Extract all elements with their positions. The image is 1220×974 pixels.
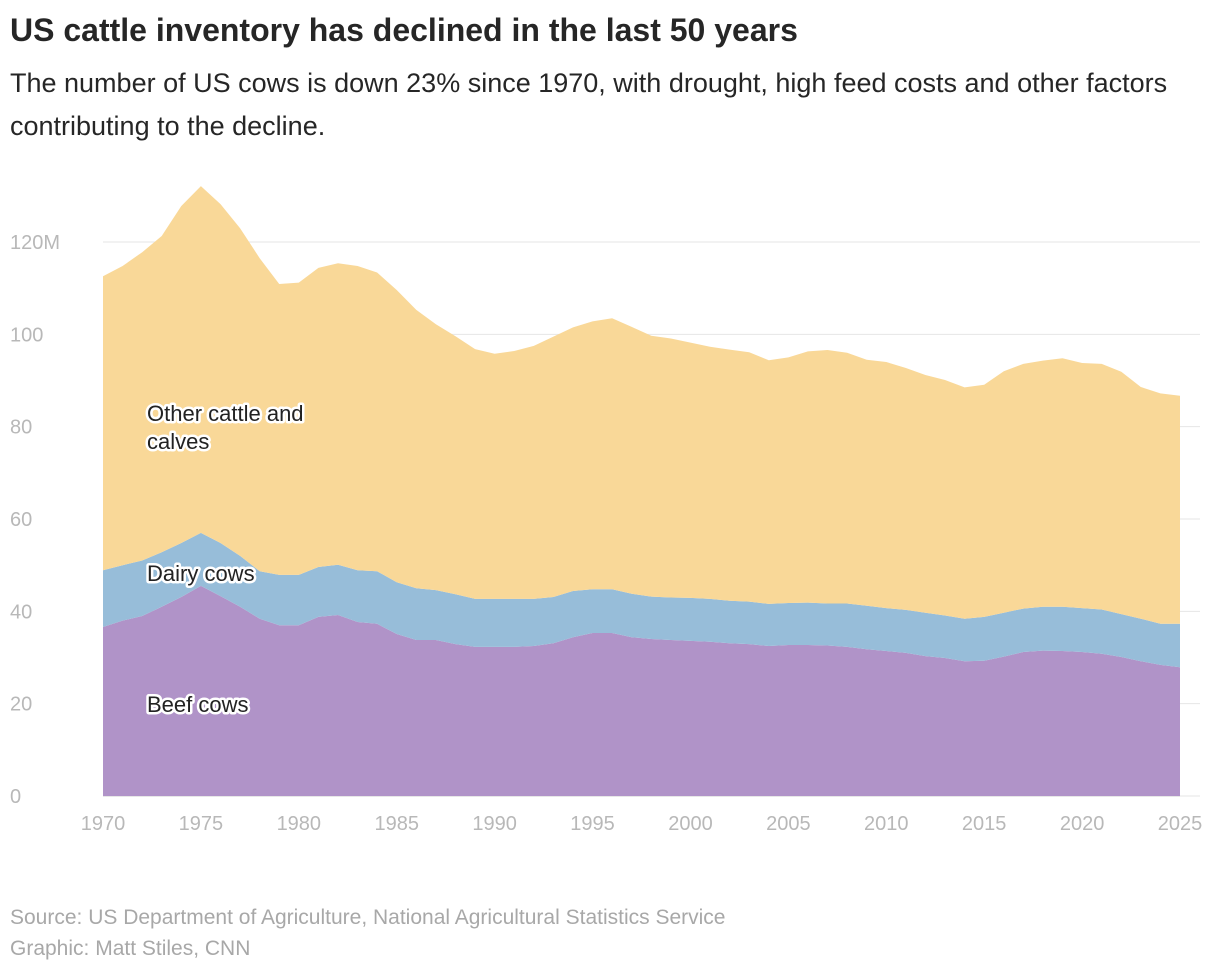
source-note: Source: US Department of Agriculture, Na… xyxy=(10,902,725,964)
credit-text: Graphic: Matt Stiles, CNN xyxy=(10,937,251,960)
label-beef: Beef cows xyxy=(147,692,249,717)
y-tick-label: 80 xyxy=(10,417,32,439)
chart-subtitle: The number of US cows is down 23% since … xyxy=(10,68,1168,141)
area-other-cattle-and-calves xyxy=(103,186,1180,624)
x-tick-label: 1985 xyxy=(374,813,419,835)
area-dairy-cows xyxy=(103,532,1180,668)
x-tick-label: 1995 xyxy=(570,813,615,835)
label-other-line1: Other cattle and xyxy=(147,401,304,426)
x-tick-label: 1990 xyxy=(472,813,517,835)
source-text: Source: US Department of Agriculture, Na… xyxy=(10,906,726,929)
y-tick-label: 20 xyxy=(10,694,32,716)
x-tick-label: 2015 xyxy=(962,813,1007,835)
x-tick-label: 2005 xyxy=(766,813,811,835)
y-tick-label: 60 xyxy=(10,509,32,531)
x-tick-label: 2010 xyxy=(864,813,909,835)
y-tick-label: 120M xyxy=(10,232,60,254)
x-tick-label: 2000 xyxy=(668,813,713,835)
x-tick-label: 2020 xyxy=(1060,813,1105,835)
y-tick-label: 100 xyxy=(10,324,43,346)
x-tick-label: 1975 xyxy=(179,813,224,835)
x-tick-label: 1970 xyxy=(81,813,126,835)
y-tick-label: 0 xyxy=(10,786,21,808)
area-beef-cows xyxy=(103,585,1180,796)
label-dairy: Dairy cows xyxy=(147,561,255,586)
x-tick-label: 2025 xyxy=(1158,813,1203,835)
label-other-line2: calves xyxy=(147,429,209,454)
x-tick-label: 1980 xyxy=(277,813,322,835)
chart-title: US cattle inventory has declined in the … xyxy=(10,12,798,48)
y-tick-label: 40 xyxy=(10,601,32,623)
